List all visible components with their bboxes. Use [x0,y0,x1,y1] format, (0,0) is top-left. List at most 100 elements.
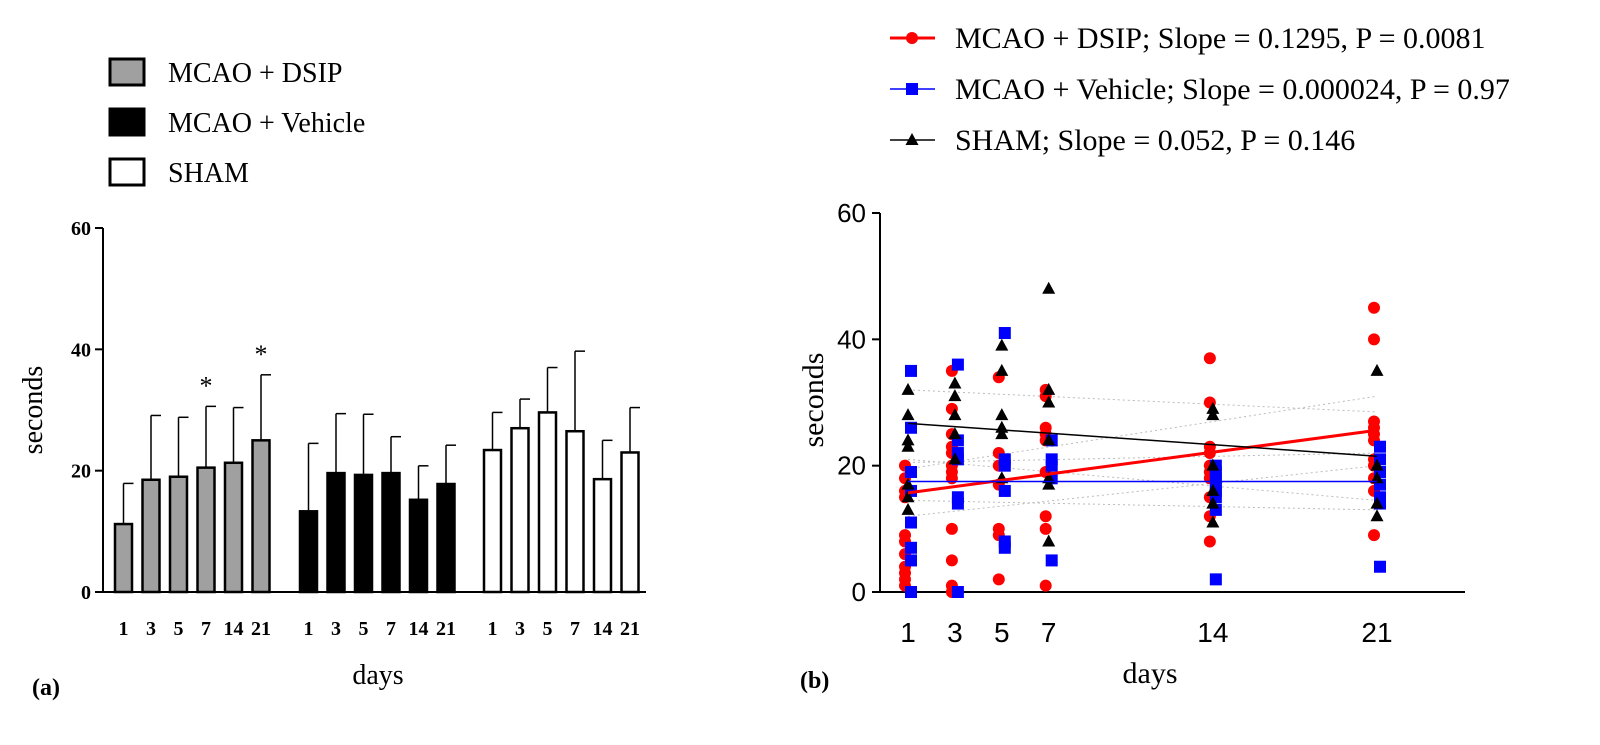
point-2-2 [901,477,915,490]
point-0-49 [1368,529,1380,542]
point-2-4 [901,433,915,446]
bar-2-1 [510,426,530,594]
y-tick-label-1: 20 [71,461,91,483]
panel-a-label: (a) [32,675,60,701]
point-0-58 [1368,333,1380,346]
panel-b-label: (b) [800,668,829,694]
y-axis-label: seconds [797,353,830,448]
legend-marker-0 [906,32,918,44]
point-2-0 [901,502,915,515]
bar-0-2 [168,475,189,594]
point-1-2 [905,541,917,554]
point-1-26 [1209,573,1222,586]
bar-1-0 [298,510,319,594]
point-2-11 [948,376,962,389]
point-0-57 [1368,415,1380,428]
point-2-16 [995,363,1009,376]
point-1-8 [951,586,964,598]
point-2-1 [901,490,915,503]
point-0-25 [992,522,1005,535]
x-tick-label-4: 14 [1197,617,1228,648]
y-tick-label-1: 20 [837,451,866,481]
legend-marker-1 [906,83,918,95]
point-2-33 [1370,471,1384,484]
x-tick-label-0-5: 21 [251,618,271,640]
point-2-7 [948,452,962,465]
point-0-13 [945,554,958,567]
point-1-7 [905,364,917,377]
point-2-5 [901,408,915,421]
point-2-9 [948,408,962,421]
point-0-30 [1039,579,1052,592]
y-tick-label-0: 0 [81,582,91,604]
x-tick-label-0-4: 14 [224,618,244,640]
x-tick-label-0-1: 3 [146,618,156,640]
x-tick-label-1: 3 [947,617,963,648]
x-tick-label-3: 7 [1041,617,1057,648]
legend-label-0: MCAO + DSIP [168,58,343,89]
point-2-32 [1370,496,1384,509]
significance-mark-0-3: * [200,371,213,400]
x-tick-label-1-3: 7 [386,618,396,640]
bar-2-5 [620,451,640,594]
panel-b-scatter-chart: MCAO + DSIP; Slope = 0.1295, P = 0.0081 M… [797,22,1510,690]
point-1-0 [905,586,917,598]
x-tick-label-2-1: 3 [515,618,525,640]
legend-swatch-1 [108,107,146,137]
x-tick-label-1-5: 21 [436,618,456,640]
x-tick-label-2-5: 21 [620,618,640,640]
bar-0-1 [141,478,161,594]
x-tick-label-2-0: 1 [488,618,498,640]
x-tick-label-0-0: 1 [119,618,129,640]
legend-swatch-2 [108,157,146,187]
point-0-6 [899,529,911,542]
point-2-31 [1370,509,1384,522]
x-tick-label-2-2: 5 [543,618,553,640]
bar-2-2 [537,411,558,594]
point-2-25 [1206,515,1220,528]
point-2-23 [1042,382,1056,395]
point-1-1 [905,554,917,567]
point-2-22 [1042,395,1056,408]
y-tick-label-0: 0 [852,577,866,607]
x-tick-label-5: 21 [1361,617,1392,648]
point-1-27 [1209,503,1222,516]
fit-line-2 [907,422,1378,457]
y-tick-label-3: 60 [71,218,91,240]
point-0-48 [1203,352,1216,365]
point-0-39 [1203,535,1216,548]
point-1-5 [905,465,917,478]
confidence-band-2 [907,458,1378,501]
point-1-14 [951,358,964,371]
bar-1-4 [408,498,429,594]
point-2-18 [1042,534,1056,547]
confidence-band-5 [907,452,1378,464]
point-1-34 [1374,560,1386,573]
point-1-6 [905,421,917,434]
point-2-34 [1370,458,1384,471]
point-1-21 [1045,554,1058,567]
y-tick-label-3: 60 [837,198,866,228]
point-2-24 [1042,281,1056,294]
bar-1-1 [326,471,346,594]
bar-2-4 [592,477,613,594]
bar-0-3 [196,466,216,594]
bar-0-0 [113,522,134,594]
bar-1-3 [381,471,401,594]
legend-label-1: MCAO + Vehicle; Slope = 0.000024, P = 0.… [955,73,1510,106]
x-tick-label-0-2: 5 [174,618,184,640]
confidence-band-0 [907,465,1378,517]
x-axis-label: days [352,660,403,691]
point-2-10 [948,389,962,402]
bar-2-3 [565,429,585,594]
point-1-24 [1045,453,1058,466]
point-0-14 [945,522,958,535]
bar-1-2 [353,473,374,594]
point-2-27 [1206,483,1220,496]
point-2-30 [1206,401,1220,414]
point-1-10 [951,491,964,504]
x-tick-label-0-3: 7 [201,618,211,640]
bar-1-5 [436,482,456,594]
point-0-59 [1368,301,1380,314]
